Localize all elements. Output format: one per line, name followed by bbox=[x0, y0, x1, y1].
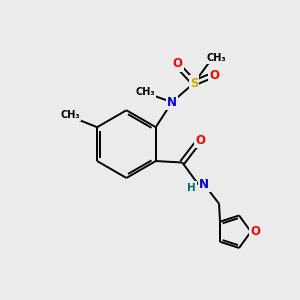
Text: O: O bbox=[173, 57, 183, 70]
Text: H: H bbox=[187, 182, 196, 193]
Text: CH₃: CH₃ bbox=[206, 53, 226, 63]
Text: O: O bbox=[250, 225, 260, 238]
Text: CH₃: CH₃ bbox=[61, 110, 80, 120]
Text: O: O bbox=[210, 69, 220, 82]
Text: N: N bbox=[167, 96, 177, 109]
Text: S: S bbox=[190, 76, 198, 89]
Text: O: O bbox=[195, 134, 205, 147]
Text: N: N bbox=[200, 178, 209, 191]
Text: CH₃: CH₃ bbox=[136, 87, 155, 97]
